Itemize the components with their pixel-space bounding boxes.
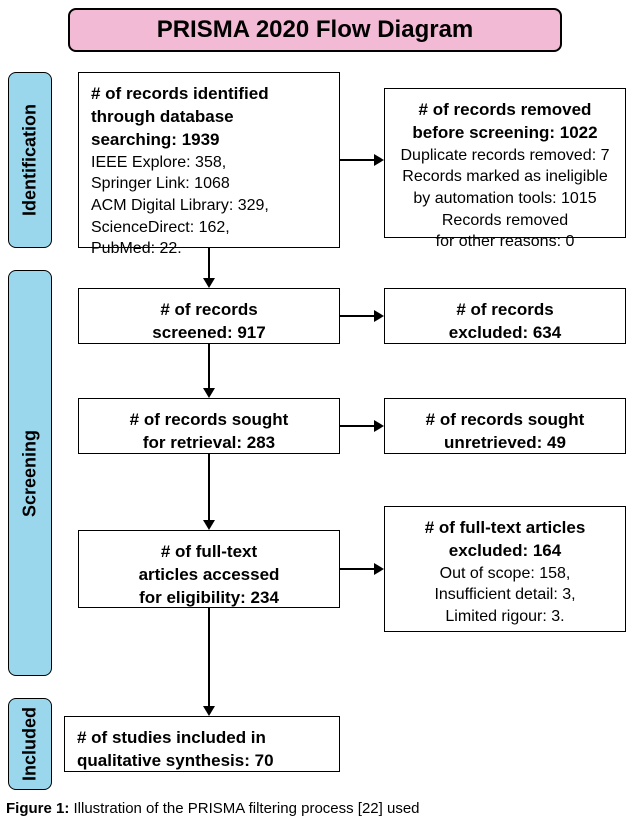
arrow-head-3 <box>203 388 215 398</box>
arrow-head-4 <box>374 420 384 432</box>
arrow-2 <box>340 315 376 317</box>
caption-text: Illustration of the PRISMA filtering pro… <box>69 800 419 817</box>
node-excluded: # of recordsexcluded: 634 <box>384 288 626 344</box>
arrow-head-0 <box>374 154 384 166</box>
stage-tab-included: Included <box>8 698 52 790</box>
node-removed: # of records removedbefore screening: 10… <box>384 88 626 238</box>
node-screened: # of recordsscreened: 917 <box>78 288 340 344</box>
arrow-head-1 <box>203 278 215 288</box>
node-unretrieved: # of records soughtunretrieved: 49 <box>384 398 626 454</box>
stage-tab-screening: Screening <box>8 270 52 676</box>
node-included: # of studies included inqualitative synt… <box>64 716 340 772</box>
caption-prefix: Figure 1: <box>6 800 69 817</box>
arrow-head-7 <box>203 706 215 716</box>
arrow-1 <box>208 248 210 280</box>
arrow-head-5 <box>203 520 215 530</box>
node-fulltext: # of full-textarticles accessedfor eligi… <box>78 530 340 608</box>
arrow-0 <box>340 159 376 161</box>
arrow-4 <box>340 425 376 427</box>
arrow-head-6 <box>374 563 384 575</box>
arrow-6 <box>340 568 376 570</box>
node-ft_excluded: # of full-text articlesexcluded: 164Out … <box>384 506 626 632</box>
figure-caption: Figure 1: Illustration of the PRISMA fil… <box>6 800 420 817</box>
arrow-5 <box>208 454 210 522</box>
arrow-head-2 <box>374 310 384 322</box>
node-sought: # of records soughtfor retrieval: 283 <box>78 398 340 454</box>
node-identified: # of records identifiedthrough databases… <box>78 72 340 248</box>
arrow-3 <box>208 344 210 390</box>
diagram-title: PRISMA 2020 Flow Diagram <box>68 8 562 52</box>
stage-tab-identification: Identification <box>8 72 52 248</box>
arrow-7 <box>208 608 210 708</box>
